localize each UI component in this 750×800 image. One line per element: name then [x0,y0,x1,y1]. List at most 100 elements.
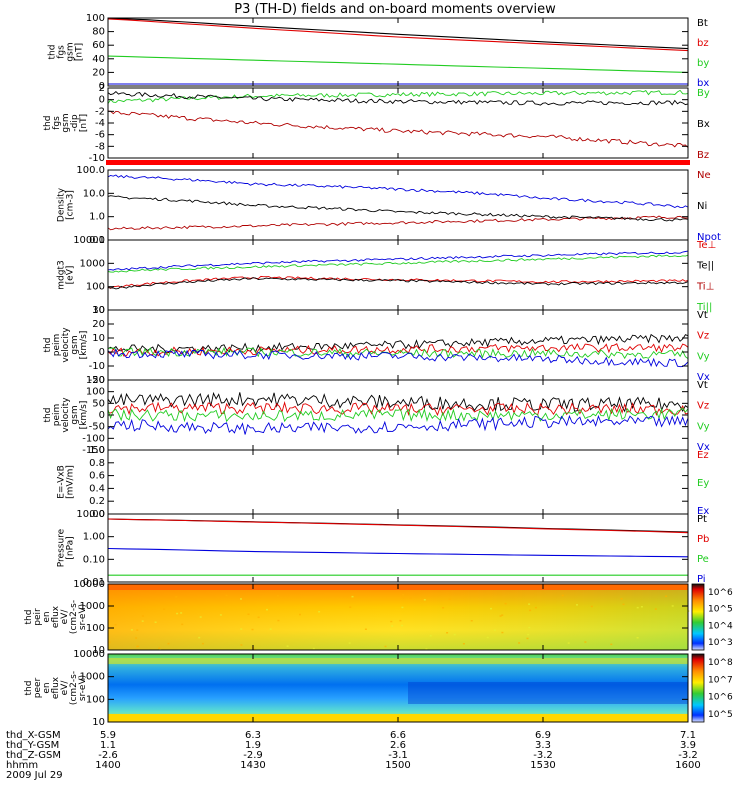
y-tick-label: 0.6 [89,471,105,482]
y-tick-label: 10000 [73,579,105,590]
ylabel-line: peir [33,608,43,626]
ion-speckle [199,616,202,618]
y-tick-label: 10 [92,305,105,316]
panel-9: thd peir en eflux eV/(cm2-s-sr-eV) 10000 1000 1… [24,579,733,656]
ylabel-line: [nT] [75,43,85,61]
y-tick-label: 30 [92,305,105,316]
ylabel-line: [nPa] [66,536,76,559]
panel-content [107,250,689,290]
ion-speckle [266,608,268,611]
ylabel-line: (cm2-s- [69,600,79,634]
xaxis-row-label: thd_X-GSM [6,730,61,741]
ion-speckle [490,607,492,610]
panel-frame [107,309,689,381]
ion-spectrogram-overlay [108,584,688,650]
y-tick-label: 0.4 [89,483,105,494]
ylabel-line: thd [43,116,53,131]
series-Vy [107,407,689,423]
ion-speckle [257,616,260,619]
y-tick-label: 10000 [73,649,105,660]
ion-speckle [401,606,404,609]
series-bz [107,18,689,52]
xaxis-row-label: thd_Y-GSM [6,740,59,751]
y-tick-label: -2 [95,106,105,117]
ion-speckle [561,594,564,597]
ion-speckle [136,629,139,631]
electron-dark-band [408,682,688,704]
ylabel-line: gsm [61,113,71,132]
ion-speckle [163,608,166,610]
ion-speckle [225,594,228,597]
series-Bt [108,18,689,50]
ion-speckle [141,620,144,622]
y-tick-label: -10 [89,153,105,164]
series-Npot [107,174,689,209]
ylabel-line: gsm [70,405,80,424]
ion-speckle [158,647,161,649]
ion-speckle [401,624,404,627]
xaxis-row-label: hhmm [6,760,38,771]
ion-speckle [620,598,623,600]
panel-content [107,391,689,435]
ion-speckle [364,628,367,630]
legend-entry: Npot [697,232,721,243]
series-Te|| [108,277,689,290]
y-tick-label: 10 [92,645,105,656]
xaxis-value: 2.6 [390,740,406,751]
ion-speckle [462,643,465,645]
ylabel-line: eflux [51,676,61,699]
ion-speckle [176,612,179,615]
ion-speckle [665,595,668,597]
xaxis-value: 6.6 [390,730,406,741]
xaxis-value: -3.2 [678,750,698,761]
xaxis-value: 6.9 [535,730,551,741]
ion-speckle [409,597,412,600]
ylabel-line: [mV/m] [66,465,76,499]
xaxis-value: -3.2 [533,750,553,761]
ion-speckle [181,623,184,626]
xaxis-value: -3.1 [388,750,408,761]
ion-speckle [402,594,405,596]
ion-speckle [425,648,428,650]
y-tick-label: 100 [86,13,105,24]
ion-speckle [442,607,445,609]
ion-speckle [453,633,456,636]
ion-speckle [130,629,133,631]
x-axis-block: thd_X-GSM 5.9 6.3 6.6 6.9 7.1 thd_Y-GSM 1.1 1.9 2… [6,730,701,781]
xaxis-value: 1430 [240,760,265,771]
xaxis-value: 1.9 [245,740,261,751]
panel-ylabel: Density [cm-3] [57,187,76,222]
legend-entry: Bt [697,18,708,29]
ylabel-line: E=-VxB [57,465,67,499]
ylabel-line: thd [24,681,34,696]
ion-speckle [299,613,301,616]
ion-speckle [448,598,451,600]
ion-speckle [312,647,315,650]
ylabel-line: fgs [57,45,67,59]
legend-entry: Ti⊥ [696,281,714,292]
ion-speckle [501,631,504,634]
series-by [107,55,689,73]
ion-speckle [671,605,674,607]
colorbar-label: 10^4 [708,621,733,631]
series-Vy [107,346,689,360]
ion-speckle [636,606,639,609]
panel-4: mdgt3 [eV] 10000 1000 100 10 Te⊥ Te|| Ti⊥ Ti|| [57,235,717,316]
ion-speckle [286,645,289,647]
y-tick-label: 80 [92,27,105,38]
ion-speckle [136,645,139,648]
ion-speckle [518,642,521,644]
ion-speckle [137,645,140,648]
panel-6: thd peim velocity gsm [km/s] 150100500-50-100… [43,375,710,456]
legend-entry: Bz [697,150,709,161]
y-tick-label: 0.10 [83,554,105,565]
ylabel-line: [eV] [66,266,76,285]
series-Vx [107,414,689,435]
series-Bz [107,110,689,148]
y-tick-label: -10 [89,361,105,372]
ylabel-line: thd [43,408,53,423]
y-tick-label: 1000 [80,672,105,683]
y-tick-label: 10.0 [83,188,105,199]
legend-entry: Te⊥ [696,240,716,251]
